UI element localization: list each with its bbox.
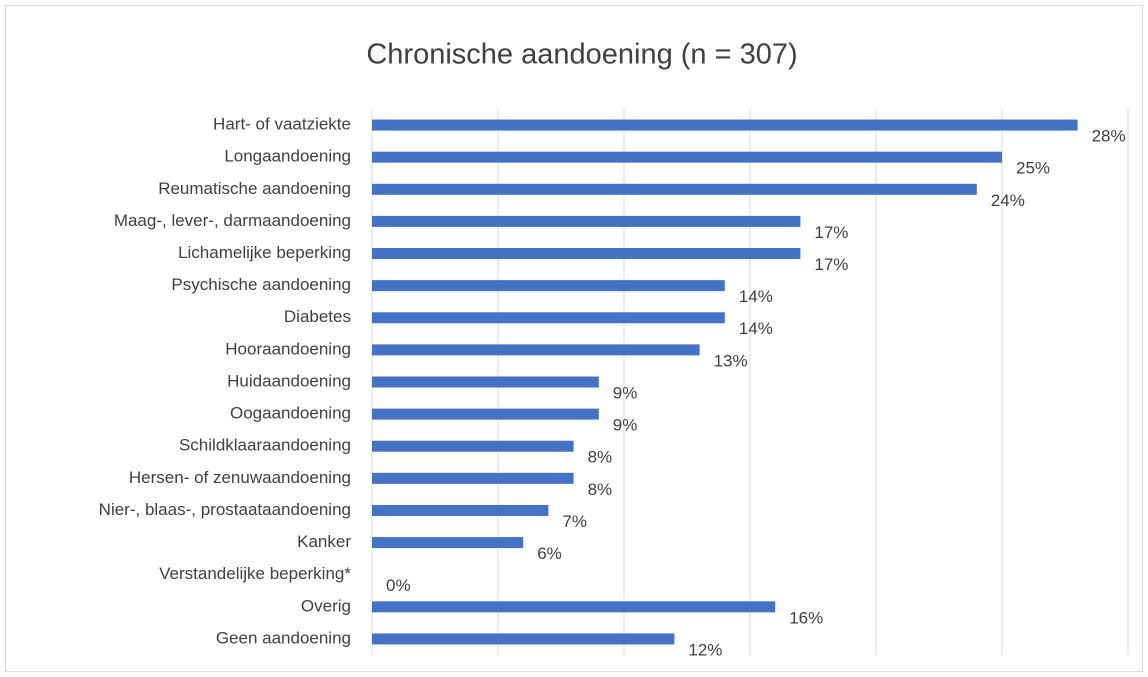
bar [372, 183, 977, 195]
y-tick-label: Reumatische aandoening [158, 179, 351, 198]
data-label: 14% [739, 287, 773, 306]
data-label: 25% [1016, 159, 1050, 178]
bar [372, 440, 574, 452]
bar [372, 344, 700, 356]
chart-frame [5, 5, 1143, 672]
y-tick-label: Geen aandoening [216, 628, 351, 647]
y-tick-label: Hersen- of zenuwaandoening [129, 468, 351, 487]
bar [372, 119, 1078, 131]
bar [372, 376, 599, 388]
y-tick-label: Huidaandoening [227, 371, 351, 390]
data-label: 16% [789, 608, 823, 627]
bar [372, 472, 574, 484]
y-tick-label: Nier-, blaas-, prostaataandoening [99, 500, 351, 519]
bar [372, 601, 776, 613]
bar [372, 215, 801, 227]
y-tick-label: Hooraandoening [225, 339, 351, 358]
y-tick-label: Oogaandoening [230, 404, 351, 423]
bar [372, 408, 599, 420]
y-tick-label: Hart- of vaatziekte [213, 115, 351, 134]
y-tick-label: Lichamelijke beperking [178, 243, 351, 262]
data-label: 12% [688, 640, 722, 659]
y-tick-label: Longaandoening [224, 147, 351, 166]
data-label: 0% [386, 576, 411, 595]
bar [372, 248, 801, 260]
bar [372, 537, 524, 549]
data-label: 17% [814, 255, 848, 274]
data-label: 9% [613, 416, 638, 435]
bar [372, 151, 1002, 163]
y-tick-label: Diabetes [284, 307, 351, 326]
y-tick-label: Overig [301, 596, 351, 615]
y-tick-label: Kanker [297, 532, 351, 551]
data-label: 24% [991, 191, 1025, 210]
data-label: 28% [1092, 127, 1126, 146]
bar [372, 633, 675, 645]
data-label: 14% [739, 319, 773, 338]
y-tick-label: Verstandelijke beperking* [159, 564, 351, 583]
bar [372, 280, 725, 292]
data-label: 7% [562, 512, 587, 531]
y-tick-label: Psychische aandoening [171, 275, 351, 294]
data-label: 8% [588, 448, 613, 467]
y-tick-label: Schildklaaraandoening [179, 436, 351, 455]
bar [372, 312, 725, 324]
bar [372, 504, 549, 516]
data-label: 17% [814, 223, 848, 242]
data-label: 8% [588, 480, 613, 499]
data-label: 9% [613, 383, 638, 402]
y-tick-label: Maag-, lever-, darmaandoening [114, 211, 351, 230]
data-label: 13% [714, 351, 748, 370]
data-label: 6% [537, 544, 562, 563]
chart-title: Chronische aandoening (n = 307) [366, 39, 797, 71]
